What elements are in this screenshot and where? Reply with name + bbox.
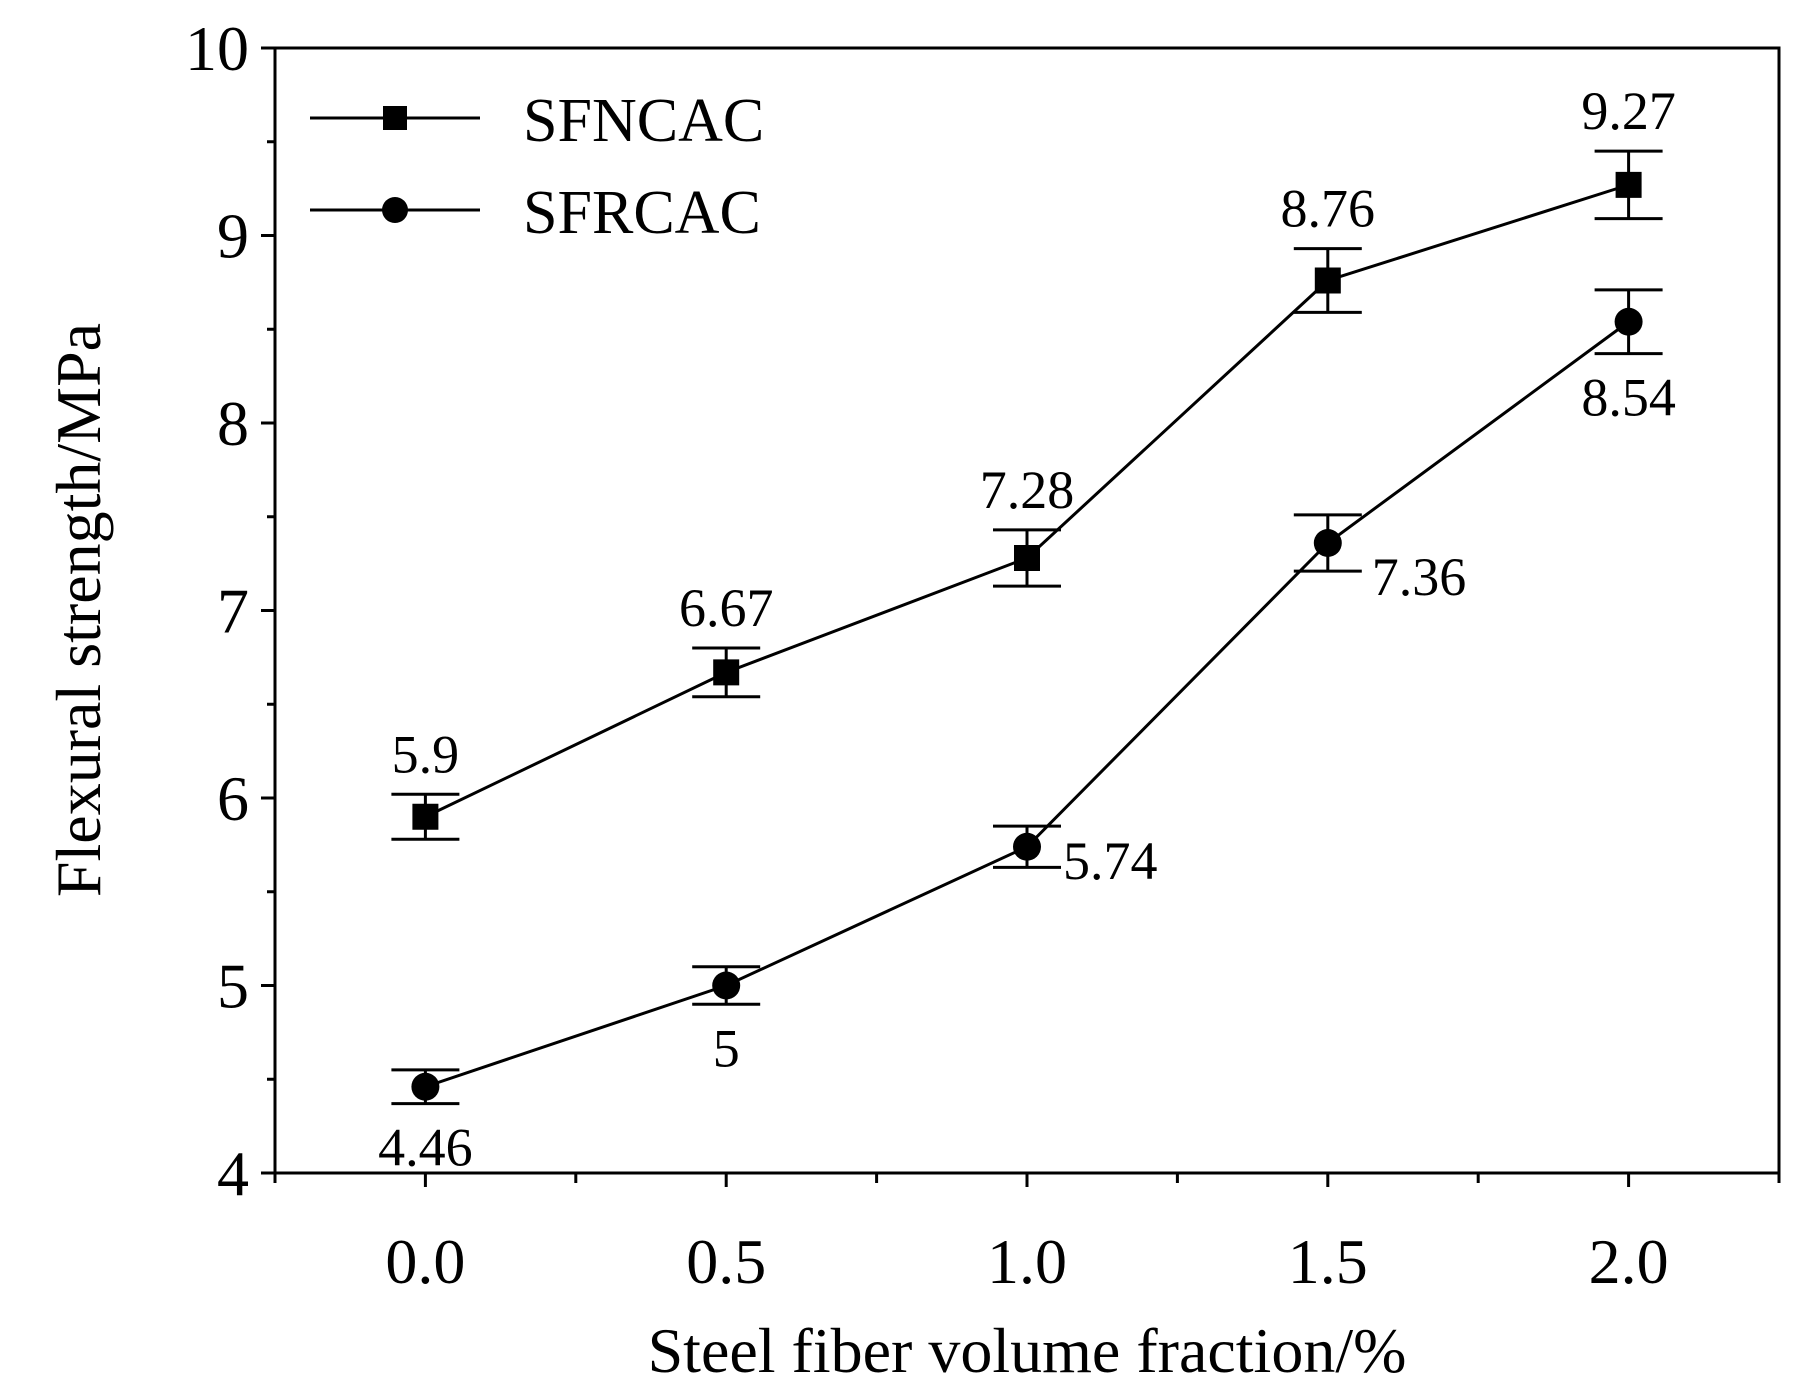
- data-point-circle: [712, 971, 741, 1000]
- plot-frame: [273, 46, 1781, 1175]
- legend-marker-sfncac: [383, 106, 407, 130]
- x-tick-label: 0.0: [385, 1226, 465, 1297]
- legend-label-sfrcac: SFRCAC: [523, 179, 761, 247]
- data-label: 9.27: [1581, 81, 1676, 141]
- series-sfrcac: 4.46 5 5.74 7.36 8.54: [378, 288, 1676, 1178]
- y-tick-label: 10: [185, 13, 249, 84]
- data-label: 7.28: [980, 460, 1075, 520]
- y-tick-label: 7: [217, 576, 249, 647]
- y-tick-label: 6: [217, 763, 249, 834]
- x-axis-title: Steel fiber volume fraction/%: [648, 1315, 1407, 1386]
- data-point-square: [1014, 545, 1040, 571]
- x-tick-label: 1.0: [987, 1226, 1067, 1297]
- axes: 4 5 6 7 8 9 10 0.0 0.5 1.0 1.5 2.0: [185, 13, 1781, 1297]
- y-tick-label: 9: [217, 201, 249, 272]
- y-axis-title: Flexural strength/MPa: [43, 323, 114, 897]
- x-tick-label: 0.5: [686, 1226, 766, 1297]
- data-point-circle: [1313, 529, 1342, 557]
- data-label: 6.67: [679, 578, 774, 638]
- x-tick-label: 1.5: [1288, 1226, 1368, 1297]
- series-layer: 5.9 6.67 7.28 8.76 9.27 4.46 5 5.74 7.36 8.54: [378, 81, 1676, 1178]
- y-tick-label: 4: [217, 1138, 249, 1209]
- data-label: 8.54: [1581, 368, 1676, 428]
- data-point-circle: [1614, 307, 1643, 336]
- legend-label-sfncac: SFNCAC: [523, 87, 764, 155]
- data-label: 7.36: [1372, 547, 1467, 607]
- data-point-square: [713, 659, 740, 686]
- data-point-circle: [411, 1072, 440, 1101]
- data-label: 5.74: [1063, 831, 1158, 891]
- y-tick-label: 5: [217, 951, 249, 1022]
- data-point-square: [412, 803, 439, 830]
- legend: SFNCAC SFRCAC: [310, 87, 764, 247]
- data-label: 5.9: [392, 724, 460, 784]
- series-sfncac: 5.9 6.67 7.28 8.76 9.27: [391, 81, 1676, 841]
- data-label: 5: [713, 1018, 740, 1078]
- data-label: 4.46: [378, 1118, 473, 1178]
- data-point-square: [1615, 171, 1642, 198]
- data-point-circle: [1013, 832, 1041, 861]
- series-line: [424, 320, 1630, 1089]
- data-label: 8.76: [1281, 179, 1376, 239]
- data-point-square: [1314, 267, 1341, 294]
- legend-marker-sfrcac: [382, 197, 408, 223]
- x-tick-label: 2.0: [1589, 1226, 1669, 1297]
- y-tick-label: 8: [217, 388, 249, 459]
